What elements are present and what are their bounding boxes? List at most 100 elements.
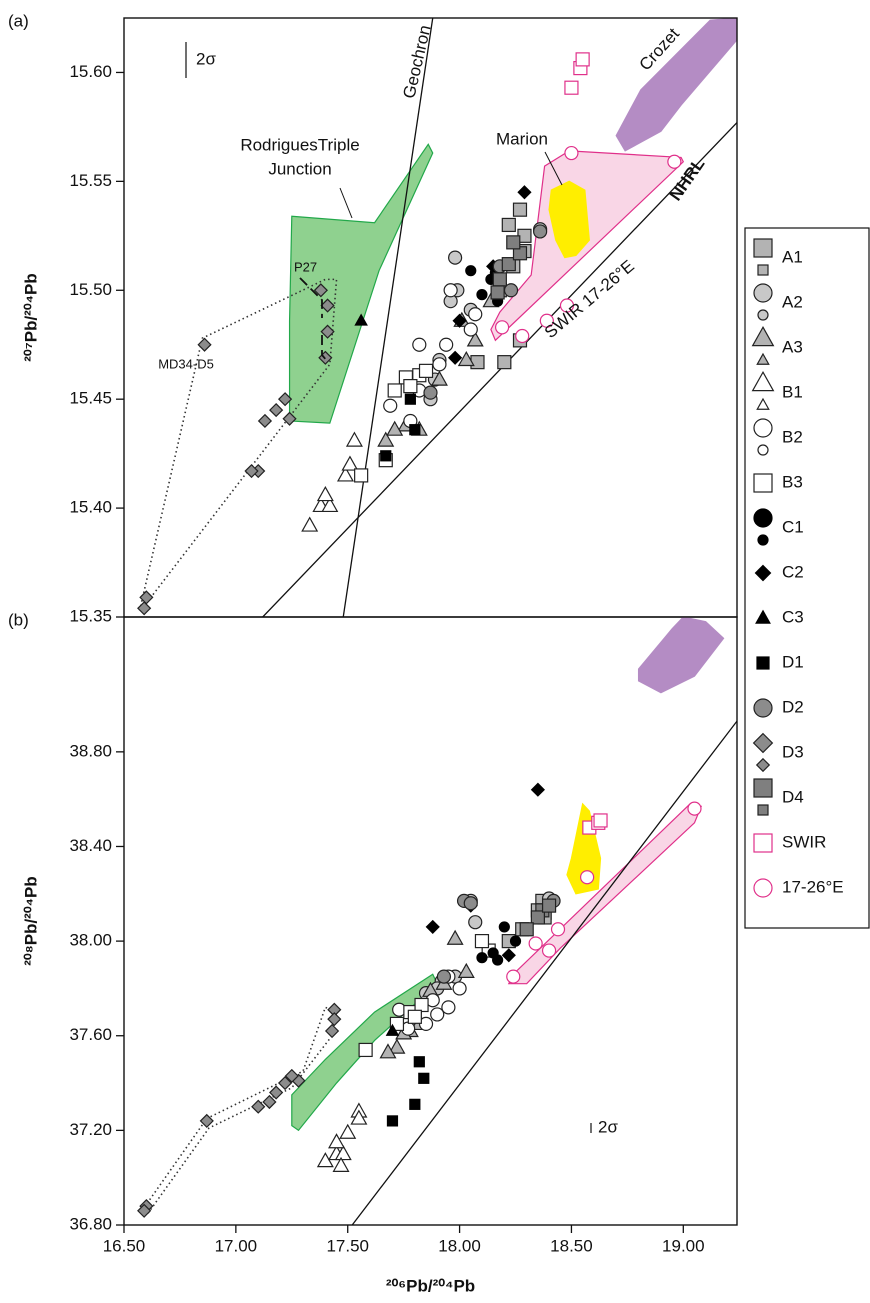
marker-circle [753, 283, 773, 303]
data-point [412, 337, 427, 352]
data-point [494, 320, 510, 335]
data-point [457, 350, 475, 367]
data-point [539, 313, 554, 328]
y-tick-label: 15.40 [69, 498, 112, 517]
data-point [506, 969, 521, 984]
marker-square [753, 473, 773, 493]
plot-area [137, 18, 737, 617]
data-point [432, 357, 447, 372]
data-point [327, 1012, 342, 1027]
data-point [321, 496, 339, 513]
data-point [490, 285, 505, 300]
data-point [388, 1038, 406, 1054]
marker-square [753, 833, 773, 853]
marker-circle [757, 309, 769, 321]
data-point [512, 202, 528, 217]
marker-diamond [754, 564, 772, 582]
data-point [541, 943, 557, 958]
data-point [465, 265, 477, 277]
data-point [385, 1023, 400, 1036]
data-point [476, 952, 488, 964]
data-point [339, 1123, 357, 1139]
panel-label: (b) [8, 610, 29, 629]
data-point [452, 313, 467, 328]
legend-label: A2 [782, 292, 803, 311]
field [615, 18, 737, 152]
annotation: 2σ [196, 49, 216, 68]
data-point [277, 1075, 293, 1091]
data-point [377, 431, 395, 447]
legend-label: D4 [782, 787, 804, 806]
panel-label: (a) [8, 11, 29, 30]
data-point [139, 590, 154, 605]
legend-label: B3 [782, 472, 803, 491]
data-point [328, 1133, 346, 1149]
data-point [501, 257, 516, 272]
data-point [463, 322, 478, 337]
data-point [414, 997, 429, 1013]
data-point [517, 185, 532, 200]
data-point [457, 962, 475, 978]
data-point [501, 217, 516, 233]
data-point [301, 516, 319, 532]
data-point [284, 1068, 299, 1084]
y-tick-label: 15.60 [69, 62, 112, 81]
data-point [436, 969, 452, 984]
leader [339, 187, 353, 219]
data-point [404, 393, 416, 405]
field-label: RodriguesTriple [240, 135, 359, 154]
x-tick-label: 17.50 [326, 1236, 369, 1255]
data-point [466, 331, 484, 347]
marker-circle [757, 534, 769, 546]
x-tick-label: 18.00 [438, 1236, 481, 1255]
data-point [413, 1056, 425, 1068]
data-point [687, 801, 702, 816]
marker-circle [753, 508, 773, 528]
y-tick-label: 15.50 [69, 280, 112, 299]
line-label: Geochron [399, 23, 434, 100]
legend-label: D2 [782, 697, 804, 716]
legend-label: C3 [782, 607, 804, 626]
annotation: 2σ [598, 1117, 618, 1136]
data-point [354, 313, 368, 326]
data-point [244, 463, 259, 479]
data-point [468, 915, 483, 930]
dotted-outline [141, 1006, 338, 1217]
legend-label: D1 [782, 652, 804, 671]
data-point [336, 466, 354, 482]
field-label: Marion [496, 129, 548, 148]
data-point [430, 370, 448, 386]
data-point [409, 424, 421, 436]
data-point [313, 283, 328, 298]
data-point [197, 337, 212, 352]
data-point [251, 1099, 266, 1114]
data-point [425, 919, 440, 935]
y-tick-label: 37.60 [69, 1025, 112, 1044]
data-point [403, 379, 418, 394]
y-tick-label: 37.20 [69, 1120, 112, 1139]
x-tick-label: 19.00 [662, 1236, 705, 1255]
data-point [564, 145, 579, 161]
y-tick-label: 38.80 [69, 741, 112, 760]
data-point [334, 1145, 352, 1161]
data-point [341, 455, 359, 471]
field [548, 180, 590, 259]
marker-diamond [752, 732, 774, 754]
data-point [580, 870, 595, 885]
data-point [418, 363, 434, 378]
data-point [354, 468, 369, 483]
data-point [446, 929, 464, 945]
marker-circle [753, 698, 773, 718]
data-point [262, 1094, 277, 1110]
reference-line [351, 720, 737, 1225]
legend-label: B1 [782, 382, 803, 401]
data-point [476, 289, 488, 301]
data-point [350, 1109, 368, 1125]
data-point [277, 392, 293, 407]
data-point [515, 328, 530, 344]
data-point [550, 922, 566, 937]
data-point [137, 1203, 152, 1218]
marker-square [756, 656, 770, 670]
